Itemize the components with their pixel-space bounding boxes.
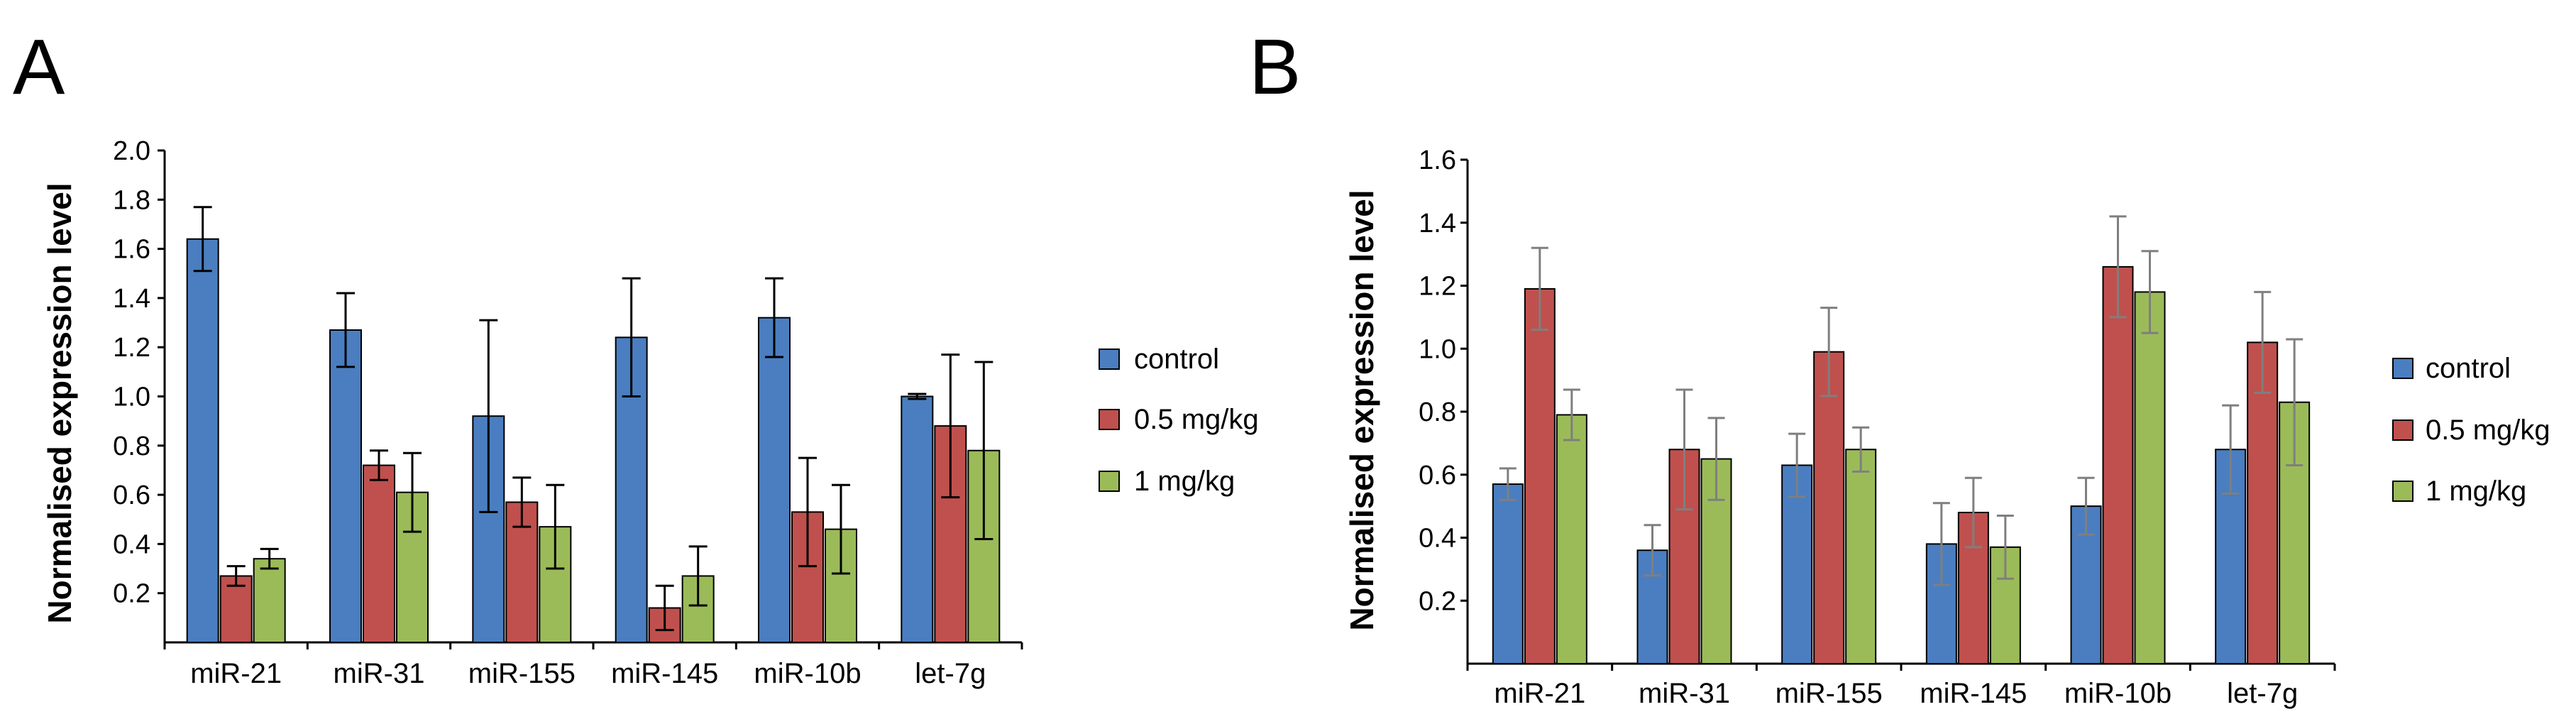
x-tick-label-a: miR-21 xyxy=(190,658,282,689)
legend-swatch-1-mg-kg-b xyxy=(2392,481,2413,502)
bar-a-0-5-mg-kg-mir-21 xyxy=(219,575,253,644)
bar-a-0-5-mg-kg-mir-10b xyxy=(791,511,824,643)
legend-label-1-mg-kg-a: 1 mg/kg xyxy=(1134,466,1235,497)
x-tick-label-b: miR-31 xyxy=(1639,678,1730,709)
bar-b-0-5-mg-kg-mir-21 xyxy=(1524,287,1556,664)
x-tick-label-b: let-7g xyxy=(2227,678,2298,709)
y-tick-label-b: 1.4 xyxy=(1419,209,1456,238)
legend-label-0-5-mg-kg-a: 0.5 mg/kg xyxy=(1134,404,1259,435)
bar-b-0-5-mg-kg-let-7g xyxy=(2247,341,2279,664)
legend-label-control-a: control xyxy=(1134,344,1219,375)
y-tick-label-a: 0.8 xyxy=(113,432,150,461)
legend-b: control 0.5 mg/kg 1 mg/kg xyxy=(2392,353,2550,507)
y-tick-label-b: 0.6 xyxy=(1419,461,1456,490)
y-tick-label-a: 0.6 xyxy=(113,481,150,510)
bar-a-control-mir-10b xyxy=(758,317,791,643)
x-tick-label-a: let-7g xyxy=(915,658,986,689)
y-tick-label-a: 1.2 xyxy=(113,333,150,363)
legend-swatch-1-mg-kg-a xyxy=(1099,471,1120,492)
y-tick-label-a: 2.0 xyxy=(113,136,150,166)
y-tick-label-a: 0.4 xyxy=(113,530,150,559)
bar-b-0-5-mg-kg-mir-155 xyxy=(1813,351,1845,664)
bar-a-control-mir-21 xyxy=(186,238,219,643)
x-tick-label-b: miR-145 xyxy=(1920,678,2027,709)
bar-a-control-let-7g xyxy=(901,395,934,643)
bar-b-0-5-mg-kg-mir-10b xyxy=(2102,265,2134,664)
legend-swatch-control-a xyxy=(1099,349,1120,370)
x-tick-label-a: miR-155 xyxy=(468,658,576,689)
y-tick-label-b: 1.6 xyxy=(1419,146,1456,175)
y-tick-label-a: 1.4 xyxy=(113,284,150,314)
x-tick-label-a: miR-145 xyxy=(611,658,718,689)
y-tick-label-b: 1.0 xyxy=(1419,334,1456,364)
panel-a: A Normalised expression level control 0.… xyxy=(13,23,1259,689)
legend-label-control-b: control xyxy=(2426,353,2511,384)
bar-b-1-mg-kg-mir-21 xyxy=(1556,414,1587,664)
panel-b: B Normalised expression level control 0.… xyxy=(1249,23,2550,709)
bar-b-control-mir-21 xyxy=(1492,483,1524,664)
y-tick-label-b: 0.4 xyxy=(1419,524,1456,554)
legend-a: control 0.5 mg/kg 1 mg/kg xyxy=(1099,344,1259,497)
x-tick-label-b: miR-21 xyxy=(1494,678,1585,709)
y-tick-label-b: 1.2 xyxy=(1419,272,1456,302)
legend-label-0-5-mg-kg-b: 0.5 mg/kg xyxy=(2426,415,2550,446)
y-tick-label-a: 1.0 xyxy=(113,383,150,412)
y-axis-label-b: Normalised expression level xyxy=(1343,190,1380,630)
legend-swatch-control-b xyxy=(2392,358,2413,379)
y-tick-label-a: 0.2 xyxy=(113,579,150,609)
y-tick-label-b: 0.8 xyxy=(1419,397,1456,427)
x-tick-label-b: miR-10b xyxy=(2064,678,2172,709)
bar-b-control-mir-155 xyxy=(1781,464,1813,664)
bar-b-1-mg-kg-mir-155 xyxy=(1845,449,1877,664)
x-tick-label-b: miR-155 xyxy=(1776,678,1883,709)
y-axis-label-a: Normalised expression level xyxy=(41,182,78,623)
bar-a-0-5-mg-kg-mir-31 xyxy=(363,464,395,644)
bar-b-control-let-7g xyxy=(2215,449,2247,664)
x-tick-label-a: miR-31 xyxy=(334,658,425,689)
x-tick-label-a: miR-10b xyxy=(754,658,861,689)
legend-swatch-0-5-mg-kg-a xyxy=(1099,409,1120,430)
bar-b-1-mg-kg-mir-10b xyxy=(2134,291,2166,664)
bar-a-1-mg-kg-mir-21 xyxy=(253,558,286,643)
y-tick-label-a: 1.8 xyxy=(113,185,150,215)
panel-label-a: A xyxy=(13,23,65,111)
bar-a-control-mir-31 xyxy=(329,329,362,643)
panel-label-b: B xyxy=(1249,23,1301,111)
y-tick-label-b: 0.2 xyxy=(1419,586,1456,616)
y-tick-label-a: 1.6 xyxy=(113,235,150,265)
legend-label-1-mg-kg-b: 1 mg/kg xyxy=(2426,476,2526,507)
legend-swatch-0-5-mg-kg-b xyxy=(2392,419,2413,441)
